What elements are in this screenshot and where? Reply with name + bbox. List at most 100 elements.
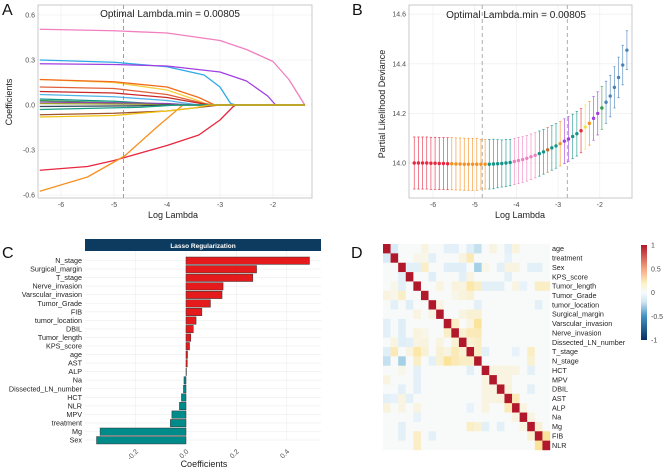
heatmap-cell [519, 272, 528, 282]
heatmap-cell [512, 347, 520, 357]
heatmap-cell [542, 365, 551, 376]
heatmap-cell [390, 365, 399, 376]
heatmap-cell [466, 300, 475, 310]
heatmap-cell [489, 328, 498, 338]
heatmap-cell [481, 440, 490, 451]
heatmap-cell [519, 253, 528, 263]
heatmap-cell [466, 440, 475, 451]
deviance-point [512, 159, 517, 164]
heatmap-cell [443, 300, 452, 310]
heatmap-cell [420, 253, 429, 263]
coefficient-bar [183, 385, 187, 393]
heatmap-cell [458, 431, 467, 441]
heatmap-cell [398, 347, 406, 357]
heatmap-cell [534, 290, 543, 301]
heatmap-cell [474, 365, 482, 376]
heatmap-cell [527, 356, 536, 366]
heatmap-cell [466, 290, 475, 301]
heatmap-cell [458, 300, 467, 310]
heatmap-cell [405, 244, 414, 254]
heatmap-cell [519, 403, 528, 413]
heatmap-cell [534, 244, 543, 254]
heatmap-cell [436, 440, 444, 451]
heatmap-cell [481, 253, 490, 263]
heatmap-cell [519, 440, 528, 451]
x-axis-label: Coefficients [181, 459, 228, 469]
category-label: N_stage [55, 256, 82, 265]
heatmap-cell [451, 365, 460, 376]
heatmap-cell [383, 253, 391, 263]
heatmap-cell [405, 393, 414, 404]
heatmap-cell [390, 262, 399, 273]
deviance-point [441, 161, 446, 166]
heatmap-cell [474, 347, 482, 357]
heatmap-cell [496, 356, 505, 366]
deviance-point [554, 144, 558, 148]
heatmap-cell [519, 412, 528, 423]
heatmap-cell [474, 421, 482, 432]
deviance-point [516, 158, 521, 163]
heatmap-cell [436, 281, 444, 292]
heatmap-cell [413, 244, 422, 254]
heatmap-cell [489, 384, 498, 395]
heatmap-cell [443, 253, 452, 263]
coefficient-bar [185, 359, 188, 368]
heatmap-cell [398, 403, 406, 413]
y-tick-label: -0.6 [23, 193, 35, 200]
heatmap-cell [474, 328, 482, 338]
heatmap-cell [413, 262, 422, 273]
heatmap-cell [512, 403, 520, 413]
heatmap-cell [436, 365, 444, 376]
heatmap-cell [504, 272, 513, 282]
row-label: MPV [552, 375, 568, 384]
deviance-point [433, 161, 437, 165]
heatmap-cell [519, 365, 528, 376]
heatmap-cell [420, 403, 429, 413]
heatmap-cell [398, 337, 406, 348]
coefficient-bar [185, 282, 224, 291]
deviance-point [450, 162, 454, 166]
heatmap-cell [413, 318, 422, 329]
heatmap-cell [383, 356, 391, 366]
deviance-point [566, 137, 571, 141]
heatmap-cell [466, 375, 475, 385]
deviance-point [445, 162, 450, 166]
heatmap-cell [443, 272, 452, 282]
heatmap-cell [534, 318, 543, 329]
heatmap-cell [504, 393, 513, 404]
deviance-point [608, 94, 612, 98]
heatmap-cell [512, 262, 520, 273]
heatmap-cell [504, 412, 513, 423]
heatmap-cell [466, 337, 475, 348]
y-axis-label: Coefficients [4, 78, 14, 125]
heatmap-cell [398, 328, 406, 338]
heatmap-cell [542, 403, 551, 413]
heatmap-cell [504, 403, 513, 413]
deviance-point [491, 162, 496, 166]
heatmap-cell [542, 309, 551, 320]
heatmap-cell [496, 272, 505, 282]
heatmap-cell [413, 421, 422, 432]
heatmap-cell [512, 375, 520, 385]
row-label: Sex [552, 263, 565, 272]
category-label: DBIL [66, 324, 82, 333]
coefficient-bar [185, 265, 257, 274]
heatmap-cell [405, 421, 414, 432]
heatmap-cell [504, 356, 513, 366]
heatmap-cell [504, 318, 513, 329]
heatmap-cell [527, 337, 536, 348]
row-label: tumor_location [552, 300, 599, 309]
heatmap-cell [481, 431, 490, 441]
heatmap-cell [451, 375, 460, 385]
heatmap-cell [534, 272, 543, 282]
heatmap-cell [451, 356, 460, 366]
heatmap-cell [451, 244, 460, 254]
category-label: T_stage [56, 273, 82, 282]
heatmap-cell [534, 403, 543, 413]
heatmap-cell [413, 403, 422, 413]
heatmap-cell [534, 347, 543, 357]
heatmap-cell [443, 262, 452, 273]
heatmap-cell [512, 356, 520, 366]
heatmap-cell [481, 347, 490, 357]
heatmap-cell [398, 318, 406, 329]
